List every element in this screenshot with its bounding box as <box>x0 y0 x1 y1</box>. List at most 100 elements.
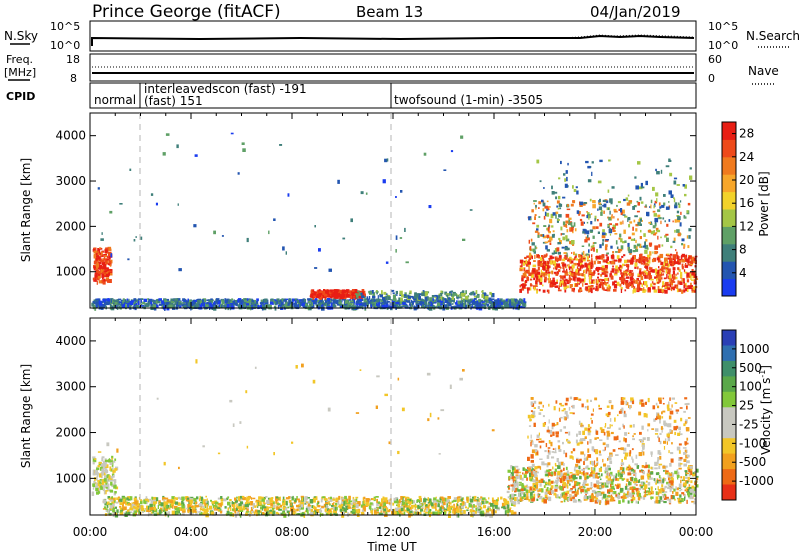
heatmap-cell <box>365 192 368 195</box>
heatmap-cell <box>232 508 235 511</box>
heatmap-cell <box>109 499 114 502</box>
heatmap-cell <box>565 282 567 286</box>
heatmap-cell <box>556 264 560 268</box>
heatmap-cell <box>409 290 412 295</box>
heatmap-cell <box>213 230 216 235</box>
heatmap-cell <box>503 498 506 501</box>
heatmap-cell <box>406 298 410 303</box>
heatmap-cell <box>491 512 494 517</box>
heatmap-cell <box>270 298 274 301</box>
heatmap-cell <box>660 169 663 174</box>
heatmap-cell <box>366 498 370 503</box>
heatmap-cell <box>693 260 696 263</box>
heatmap-cell <box>510 500 514 504</box>
heatmap-cell <box>402 496 404 502</box>
heatmap-cell <box>462 501 465 505</box>
heatmap-cell <box>598 283 602 289</box>
heatmap-cell <box>439 297 443 300</box>
heatmap-cell <box>547 263 549 267</box>
heatmap-cell <box>622 214 626 216</box>
heatmap-cell <box>279 496 281 501</box>
heatmap-cell <box>439 298 444 303</box>
heatmap-cell <box>689 264 693 267</box>
heatmap-cell <box>673 197 675 199</box>
heatmap-cell <box>349 302 353 306</box>
heatmap-cell <box>286 510 290 514</box>
heatmap-cell <box>234 501 237 505</box>
heatmap-cell <box>96 270 100 274</box>
heatmap-cell <box>170 498 174 501</box>
heatmap-cell <box>252 503 256 508</box>
heatmap-cell <box>99 266 103 270</box>
freq-label-2: [MHz] <box>4 66 36 79</box>
heatmap-cell <box>473 504 475 508</box>
heatmap-cell <box>619 267 622 270</box>
heatmap-cell <box>377 305 380 309</box>
heatmap-cell <box>462 303 465 308</box>
heatmap-cell <box>345 303 348 306</box>
heatmap-cell <box>575 186 578 189</box>
heatmap-cell <box>208 300 212 303</box>
heatmap-cell <box>407 295 412 299</box>
heatmap-cell <box>473 499 478 502</box>
heatmap-cell <box>251 301 254 305</box>
heatmap-cell <box>556 247 560 252</box>
heatmap-cell <box>491 293 495 298</box>
heatmap-cell <box>560 233 562 236</box>
heatmap-cell <box>602 283 604 288</box>
heatmap-cell <box>98 462 102 464</box>
heatmap-cell <box>633 288 637 293</box>
heatmap-cell <box>517 306 520 309</box>
heatmap-cell <box>189 498 192 501</box>
heatmap-cell <box>424 305 427 309</box>
heatmap-cell <box>532 264 537 268</box>
heatmap-cell <box>500 306 502 308</box>
heatmap-cell <box>636 200 639 203</box>
heatmap-cell <box>291 512 295 515</box>
heatmap-cell <box>344 304 346 306</box>
heatmap-cell <box>653 289 658 293</box>
heatmap-cell <box>477 302 481 305</box>
heatmap-cell <box>605 254 608 257</box>
heatmap-cell <box>306 501 308 504</box>
heatmap-cell <box>588 265 591 269</box>
heatmap-cell <box>493 299 496 302</box>
heatmap-cell <box>418 299 420 304</box>
heatmap-cell <box>486 512 490 517</box>
heatmap-cell <box>377 501 381 504</box>
heatmap-cell <box>691 271 695 276</box>
heatmap-cell <box>662 217 665 220</box>
heatmap-cell <box>325 502 329 505</box>
heatmap-cell <box>256 298 259 302</box>
heatmap-cell <box>320 295 324 298</box>
heatmap-cell <box>231 501 235 506</box>
heatmap-cell <box>681 289 684 294</box>
heatmap-cell <box>355 496 359 499</box>
heatmap-cell <box>114 491 117 494</box>
heatmap-cell <box>166 305 169 309</box>
heatmap-cell <box>609 210 611 215</box>
heatmap-cell <box>478 508 481 511</box>
heatmap-cell <box>386 300 389 305</box>
heatmap-cell <box>442 299 445 302</box>
heatmap-cell <box>353 505 357 508</box>
heatmap-cell <box>472 306 475 309</box>
heatmap-cell <box>266 303 269 306</box>
heatmap-cell <box>460 507 463 512</box>
heatmap-cell <box>113 485 115 489</box>
heatmap-cell <box>526 264 529 267</box>
heatmap-cell <box>640 259 642 264</box>
heatmap-cell <box>250 510 253 514</box>
heatmap-cell <box>255 304 258 308</box>
heatmap-cell <box>308 300 312 303</box>
heatmap-cell <box>597 270 600 273</box>
heatmap-cell <box>584 283 588 285</box>
heatmap-cell <box>528 270 530 274</box>
heatmap-cell <box>564 255 568 257</box>
heatmap-cell <box>372 498 375 501</box>
heatmap-cell <box>676 215 680 217</box>
heatmap-cell <box>616 281 620 286</box>
heatmap-cell <box>611 186 615 189</box>
heatmap-cell <box>628 200 633 203</box>
